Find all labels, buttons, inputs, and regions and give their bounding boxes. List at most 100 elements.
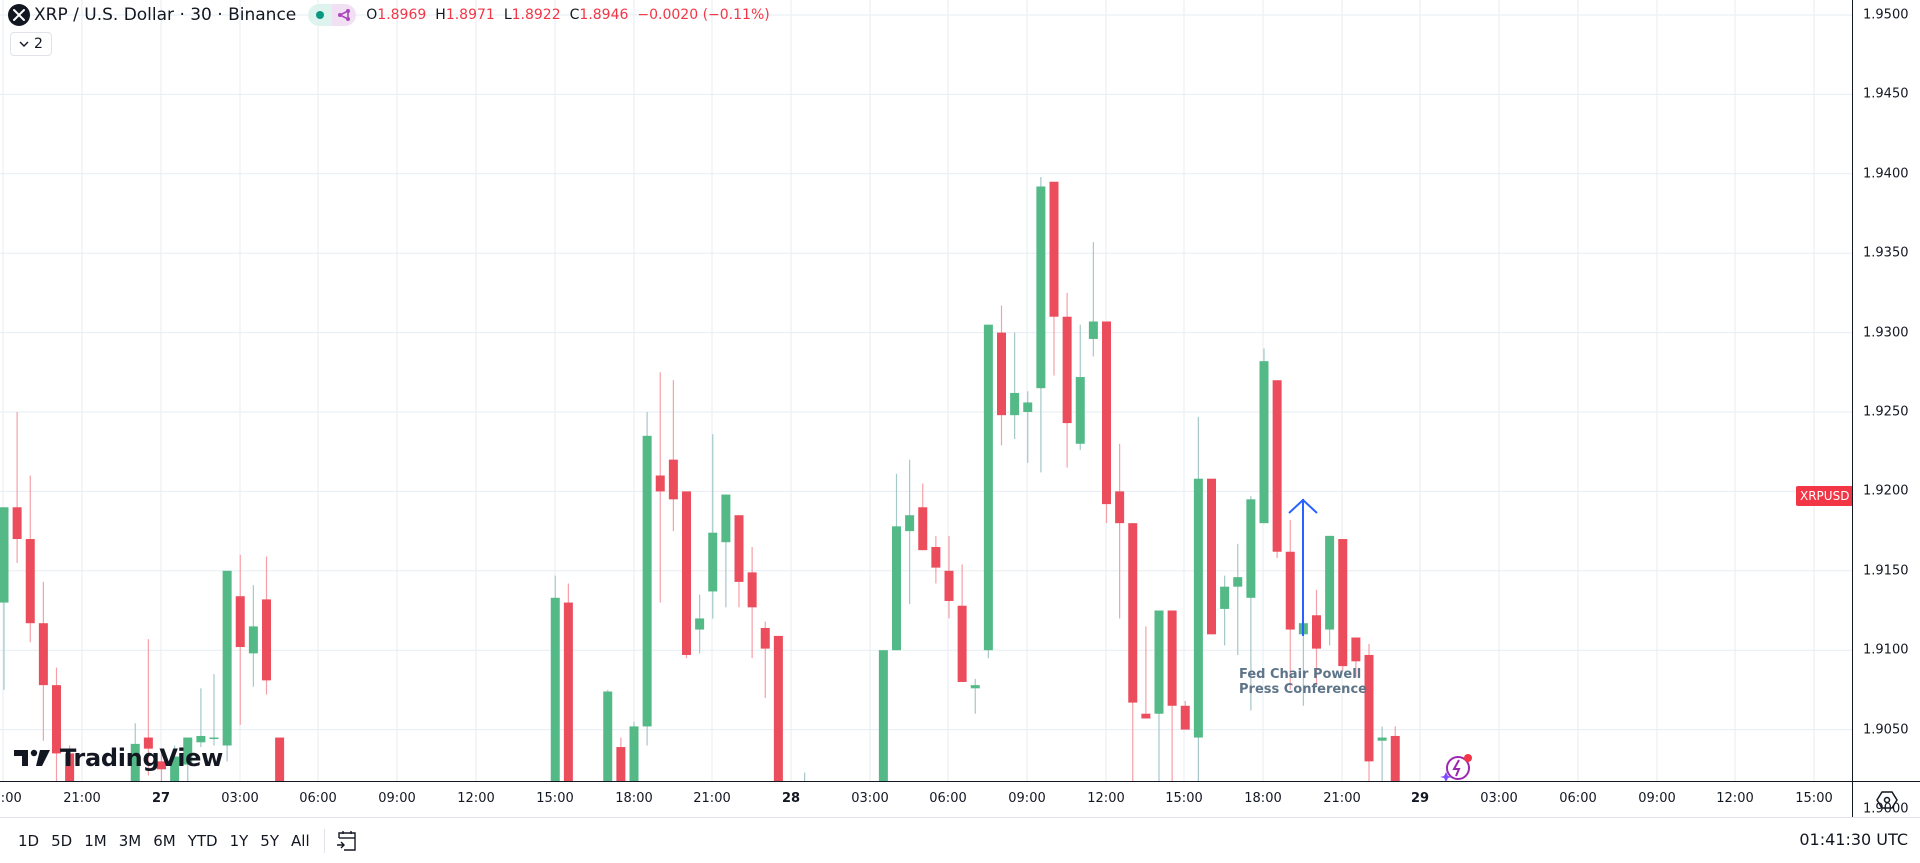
data-provider-share-icon[interactable] — [332, 4, 357, 26]
candle-down[interactable] — [1141, 713, 1151, 719]
candle-up[interactable] — [708, 532, 718, 592]
candle-down[interactable] — [682, 491, 691, 655]
candle-up[interactable] — [603, 691, 613, 863]
candle-down[interactable] — [1338, 539, 1348, 667]
candle-down[interactable] — [668, 459, 678, 500]
market-open-dot-icon[interactable] — [308, 4, 333, 26]
price-tick-label: 1.9150 — [1863, 563, 1909, 579]
candle-down[interactable] — [1272, 380, 1282, 552]
candle-up[interactable] — [1036, 186, 1046, 389]
candle-up[interactable] — [878, 650, 888, 813]
candle-down[interactable] — [655, 475, 665, 492]
range-button-1y[interactable]: 1Y — [229, 831, 249, 850]
candle-down[interactable] — [1312, 615, 1321, 649]
candle-up[interactable] — [642, 435, 652, 727]
candle-down[interactable] — [918, 507, 928, 551]
candle-up[interactable] — [1010, 392, 1020, 416]
candle-up[interactable] — [209, 737, 219, 740]
candlestick-chart[interactable] — [0, 0, 1852, 863]
candle-down[interactable] — [38, 623, 48, 686]
candle-up[interactable] — [1325, 535, 1335, 630]
candle-up[interactable] — [629, 726, 639, 803]
range-button-1d[interactable]: 1D — [18, 831, 40, 850]
candle-down[interactable] — [931, 546, 941, 568]
candle-up[interactable] — [721, 494, 731, 543]
tradingview-logo[interactable]: TradingView — [14, 744, 223, 772]
candle-down[interactable] — [944, 570, 954, 601]
range-button-5d[interactable]: 5D — [51, 831, 73, 850]
candle-up[interactable] — [1246, 499, 1256, 598]
candle-down[interactable] — [1102, 321, 1111, 505]
candle-up[interactable] — [1193, 478, 1203, 738]
candle-down[interactable] — [1115, 491, 1125, 524]
range-button-1m[interactable]: 1M — [84, 831, 107, 850]
candle-up[interactable] — [983, 324, 993, 651]
chart-settings-button[interactable] — [1852, 781, 1920, 817]
candle-up[interactable] — [170, 756, 180, 787]
range-button-6m[interactable]: 6M — [153, 831, 176, 850]
candle-down[interactable] — [563, 602, 573, 863]
candle-down[interactable] — [616, 747, 626, 809]
candle-down[interactable] — [1180, 705, 1190, 730]
candle-up[interactable] — [905, 515, 915, 532]
candle-up[interactable] — [222, 570, 232, 746]
candle-down[interactable] — [773, 635, 783, 840]
candle-down[interactable] — [262, 599, 271, 681]
candle-up[interactable] — [892, 526, 901, 651]
candle-up[interactable] — [248, 626, 258, 654]
candle-down[interactable] — [143, 737, 153, 749]
status-pill[interactable] — [308, 4, 357, 26]
ai-assistant-icon[interactable] — [1440, 753, 1474, 787]
candle-down[interactable] — [1285, 551, 1295, 630]
candle-up[interactable] — [1075, 377, 1085, 444]
candle-down[interactable] — [734, 515, 744, 582]
candle-down[interactable] — [1049, 181, 1059, 317]
candle-down[interactable] — [12, 507, 22, 540]
candle-up[interactable] — [1088, 321, 1098, 339]
candle-up[interactable] — [970, 685, 980, 689]
candle-down[interactable] — [235, 596, 245, 648]
candle-up[interactable] — [0, 507, 9, 603]
candle-down[interactable] — [1128, 523, 1138, 703]
candle-down[interactable] — [760, 627, 770, 649]
time-axis[interactable]: 18:00 21:00 27 03:00 06:00 09:00 12:00 15:00 18:… — [0, 781, 1852, 817]
annotation-label[interactable]: Fed Chair Powell Press Conference — [1239, 667, 1367, 697]
range-button-ytd[interactable]: YTD — [187, 831, 218, 850]
candle-down[interactable] — [1351, 637, 1361, 662]
candle-up[interactable] — [1233, 577, 1243, 587]
candle-up[interactable] — [1259, 361, 1269, 524]
candle-down[interactable] — [1167, 610, 1177, 706]
candle-down[interactable] — [52, 685, 61, 754]
candle-down[interactable] — [275, 737, 285, 792]
range-button-5y[interactable]: 5Y — [260, 831, 280, 850]
candle-down[interactable] — [1390, 735, 1400, 863]
close-value: C1.8946 — [569, 7, 629, 23]
candle-up[interactable] — [196, 735, 206, 743]
range-button-all[interactable]: All — [291, 831, 310, 850]
candle-down[interactable] — [25, 539, 35, 624]
candle-down[interactable] — [1207, 478, 1216, 635]
goto-date-button[interactable] — [335, 829, 359, 853]
candle-up[interactable] — [1154, 610, 1164, 714]
candle-down[interactable] — [1364, 654, 1374, 762]
price-axis[interactable]: 1.9500 1.9450 1.9400 1.9350 1.9300 1.9250 1.92… — [1852, 0, 1920, 817]
range-button-3m[interactable]: 3M — [118, 831, 142, 850]
candle-down[interactable] — [1062, 316, 1072, 424]
candle-up[interactable] — [695, 618, 705, 630]
candle-down[interactable] — [157, 761, 166, 770]
candle-up[interactable] — [183, 737, 193, 765]
time-tick-label: 12:00 — [457, 791, 495, 806]
price-tick-label: 1.9250 — [1863, 404, 1909, 420]
candle-down[interactable] — [997, 332, 1006, 416]
candle-down[interactable] — [957, 605, 967, 682]
candle-up[interactable] — [1377, 737, 1387, 741]
symbol-title[interactable]: XRP / U.S. Dollar · 30 · Binance — [34, 5, 297, 25]
utc-clock[interactable]: 01:41:30 UTC — [1799, 830, 1908, 849]
indicators-collapse-button[interactable]: 2 — [10, 32, 52, 56]
candle-down[interactable] — [747, 572, 757, 608]
candle-up[interactable] — [1220, 586, 1230, 609]
time-tick-label: 21:00 — [1323, 791, 1361, 806]
candle-up[interactable] — [1023, 402, 1033, 412]
chart-plot-area[interactable] — [0, 0, 1852, 863]
candle-up[interactable] — [550, 597, 560, 825]
